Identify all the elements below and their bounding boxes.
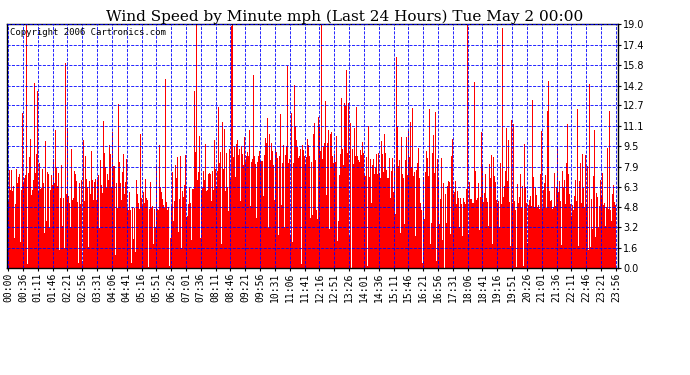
Text: Copyright 2006 Cartronics.com: Copyright 2006 Cartronics.com [10, 28, 166, 37]
Text: Wind Speed by Minute mph (Last 24 Hours) Tue May 2 00:00: Wind Speed by Minute mph (Last 24 Hours)… [106, 9, 584, 24]
